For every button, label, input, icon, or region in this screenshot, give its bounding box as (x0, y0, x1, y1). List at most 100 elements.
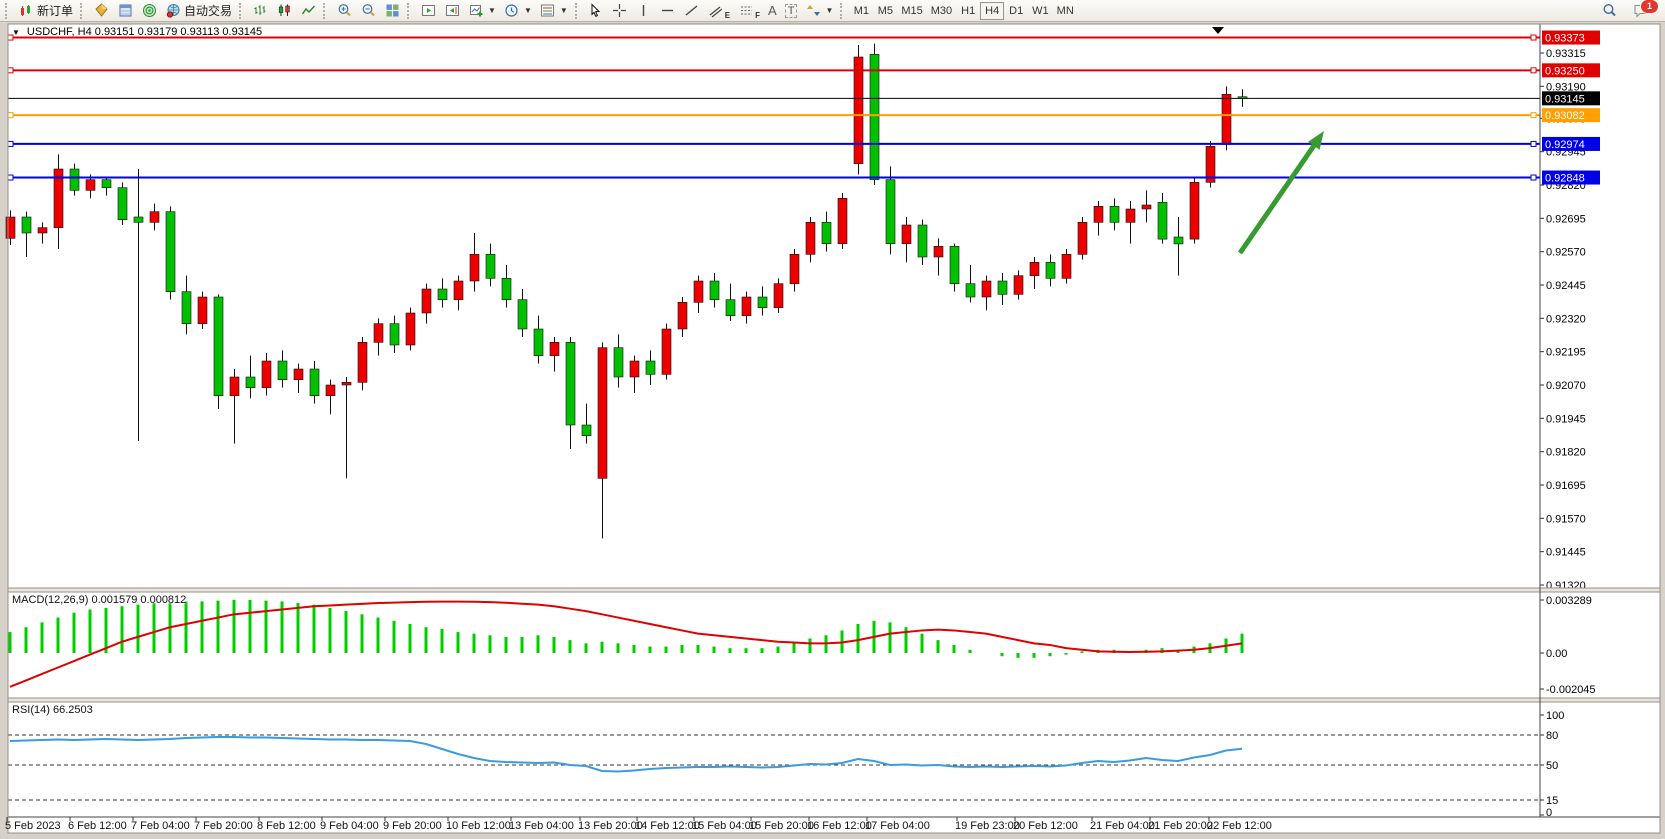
time-axis-label: 17 Feb 04:00 (865, 820, 930, 832)
market-watch-icon (93, 3, 109, 19)
toolbar-grip[interactable] (80, 2, 86, 19)
rsi-line (9, 736, 1243, 773)
candle-body (37, 227, 48, 234)
candle-body (405, 312, 416, 346)
hline-handle[interactable] (7, 174, 14, 181)
hline-handle[interactable] (1530, 34, 1537, 41)
timeframe-m1[interactable]: M1 (849, 2, 873, 20)
zoom-in-button[interactable] (332, 1, 356, 21)
price-tick-label: 0.91695 (1546, 480, 1586, 492)
timeframe-d1[interactable]: D1 (1004, 2, 1028, 20)
rsi-label: RSI(14) 66.2503 (12, 704, 93, 716)
hline-handle[interactable] (1530, 67, 1537, 74)
chart-window-border (7, 23, 1661, 834)
text-label-tool-button[interactable]: T (781, 1, 802, 21)
timeframe-w1[interactable]: W1 (1028, 2, 1053, 20)
price-badge (1542, 91, 1600, 106)
panel-splitter[interactable] (8, 588, 1660, 592)
zoom-out-button[interactable] (356, 1, 380, 21)
timeframe-m30[interactable]: M30 (927, 2, 956, 20)
hline-handle[interactable] (1530, 112, 1537, 119)
indicators-button[interactable]: ▼ (464, 1, 500, 21)
bar-marker-icon (1212, 27, 1224, 34)
candle-body (341, 382, 352, 386)
market-watch-button[interactable] (89, 1, 113, 21)
trendline-icon (684, 3, 700, 19)
timeframe-m15[interactable]: M15 (897, 2, 926, 20)
data-window-button[interactable] (113, 1, 137, 21)
hline-handle[interactable] (7, 140, 14, 147)
timeframe-m5[interactable]: M5 (873, 2, 897, 20)
candle-body (773, 283, 784, 308)
candle-body (917, 224, 928, 258)
toolbar-grip[interactable] (323, 2, 329, 19)
new-order-button[interactable]: 新订单 (14, 1, 77, 21)
toolbar-grip[interactable] (239, 2, 245, 19)
search-button[interactable] (1597, 1, 1621, 21)
fibonacci-tool-button[interactable]: F (734, 1, 764, 21)
crosshair-tool-button[interactable] (608, 1, 632, 21)
candle-body (245, 376, 256, 388)
toolbar-grip[interactable] (407, 2, 413, 19)
trend-arrow[interactable] (1237, 136, 1321, 255)
time-axis-label: 14 Feb 12:00 (635, 820, 700, 832)
strategy-tester-icon (141, 3, 157, 19)
chart-title-dropdown-icon[interactable]: ▼ (12, 27, 20, 37)
crosshair-icon (612, 3, 628, 19)
candle-body (677, 302, 688, 330)
trendline-tool-button[interactable] (680, 1, 704, 21)
line-chart-button[interactable] (296, 1, 320, 21)
auto-scroll-button[interactable] (416, 1, 440, 21)
candle-body (309, 368, 320, 396)
channel-tool-button[interactable]: E (704, 1, 734, 21)
text-tool-button[interactable]: A (764, 1, 781, 21)
timeframe-mn[interactable]: MN (1053, 2, 1078, 20)
hline-handle[interactable] (7, 67, 14, 74)
candlestick-chart-button[interactable] (272, 1, 296, 21)
candle-body (229, 376, 240, 396)
candle-body (421, 288, 432, 314)
candle-body (869, 54, 880, 180)
templates-button[interactable]: ▼ (536, 1, 572, 21)
vertical-line-tool-button[interactable] (632, 1, 656, 21)
price-tick-label: 0.93190 (1546, 81, 1586, 93)
dropdown-caret-icon: ▼ (825, 6, 834, 15)
periods-button[interactable]: ▼ (500, 1, 536, 21)
notifications-button[interactable]: 1 (1629, 0, 1659, 21)
toolbar-grip[interactable] (5, 2, 11, 19)
candle-body (949, 246, 960, 284)
candle-body (133, 216, 144, 223)
candle-body (1205, 146, 1216, 183)
zoom-out-icon (360, 3, 376, 19)
candle-body (453, 280, 464, 300)
hline-handle[interactable] (1530, 140, 1537, 147)
hline-handle[interactable] (7, 112, 14, 119)
arrows-tool-button[interactable]: ▼ (801, 1, 837, 21)
tile-windows-button[interactable] (380, 1, 404, 21)
candle-body (837, 198, 848, 244)
timeframe-h1[interactable]: H1 (956, 2, 980, 20)
candle-body (1157, 202, 1168, 240)
text-label-icon: T (784, 3, 798, 18)
bar-chart-button[interactable] (248, 1, 272, 21)
time-axis-label: 7 Feb 20:00 (194, 820, 253, 832)
timeframe-h4[interactable]: H4 (980, 1, 1005, 20)
panel-splitter[interactable] (8, 698, 1660, 702)
hline-handle[interactable] (1530, 174, 1537, 181)
horizontal-line-tool-button[interactable] (656, 1, 680, 21)
chart-shift-button[interactable] (440, 1, 464, 21)
strategy-tester-button[interactable] (137, 1, 161, 21)
toolbar-grip[interactable] (574, 2, 581, 19)
time-axis-label: 8 Feb 12:00 (257, 820, 316, 832)
arrows-icon (805, 3, 821, 19)
candle-body (53, 168, 64, 228)
cursor-tool-button[interactable] (584, 1, 608, 21)
autotrading-button[interactable]: 自动交易 (161, 1, 236, 21)
candle-body (69, 168, 80, 191)
candle-body (21, 216, 32, 234)
time-axis-label: 9 Feb 04:00 (320, 820, 379, 832)
candle-body (789, 254, 800, 284)
price-tick-label: 0.92320 (1546, 313, 1586, 325)
toolbar-grip[interactable] (840, 2, 846, 19)
